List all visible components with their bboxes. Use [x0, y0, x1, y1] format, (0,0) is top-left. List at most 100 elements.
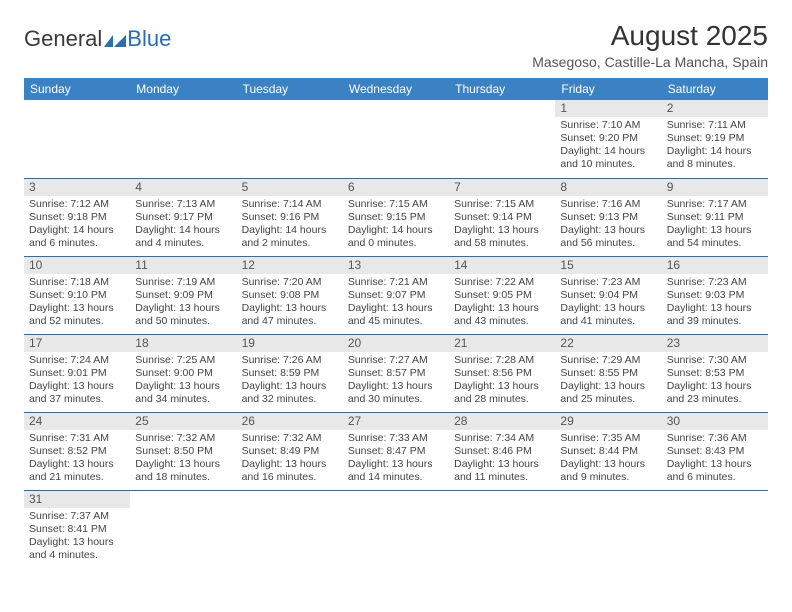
day-details: Sunrise: 7:34 AMSunset: 8:46 PMDaylight:…	[449, 430, 555, 488]
day-details: Sunrise: 7:11 AMSunset: 9:19 PMDaylight:…	[662, 117, 768, 175]
day-number: 24	[24, 413, 130, 430]
day-number: 18	[130, 335, 236, 352]
calendar-row: 24Sunrise: 7:31 AMSunset: 8:52 PMDayligh…	[24, 412, 768, 490]
day-details: Sunrise: 7:32 AMSunset: 8:50 PMDaylight:…	[130, 430, 236, 488]
calendar-row: 10Sunrise: 7:18 AMSunset: 9:10 PMDayligh…	[24, 256, 768, 334]
calendar-row: 3Sunrise: 7:12 AMSunset: 9:18 PMDaylight…	[24, 178, 768, 256]
header: GeneralBlue August 2025 Masegoso, Castil…	[24, 20, 768, 70]
calendar-cell: 30Sunrise: 7:36 AMSunset: 8:43 PMDayligh…	[662, 412, 768, 490]
day-number: 15	[555, 257, 661, 274]
calendar-cell: 31Sunrise: 7:37 AMSunset: 8:41 PMDayligh…	[24, 490, 130, 568]
day-number: 2	[662, 100, 768, 117]
day-details: Sunrise: 7:15 AMSunset: 9:15 PMDaylight:…	[343, 196, 449, 254]
day-number: 23	[662, 335, 768, 352]
day-details: Sunrise: 7:23 AMSunset: 9:03 PMDaylight:…	[662, 274, 768, 332]
calendar-cell	[237, 100, 343, 178]
calendar-cell: 27Sunrise: 7:33 AMSunset: 8:47 PMDayligh…	[343, 412, 449, 490]
weekday-header-row: SundayMondayTuesdayWednesdayThursdayFrid…	[24, 78, 768, 100]
weekday-header: Saturday	[662, 78, 768, 100]
weekday-header: Sunday	[24, 78, 130, 100]
day-details: Sunrise: 7:23 AMSunset: 9:04 PMDaylight:…	[555, 274, 661, 332]
day-details: Sunrise: 7:14 AMSunset: 9:16 PMDaylight:…	[237, 196, 343, 254]
day-details: Sunrise: 7:30 AMSunset: 8:53 PMDaylight:…	[662, 352, 768, 410]
calendar-cell: 29Sunrise: 7:35 AMSunset: 8:44 PMDayligh…	[555, 412, 661, 490]
day-number: 3	[24, 179, 130, 196]
day-details: Sunrise: 7:20 AMSunset: 9:08 PMDaylight:…	[237, 274, 343, 332]
day-details: Sunrise: 7:24 AMSunset: 9:01 PMDaylight:…	[24, 352, 130, 410]
day-number: 31	[24, 491, 130, 508]
calendar-cell: 9Sunrise: 7:17 AMSunset: 9:11 PMDaylight…	[662, 178, 768, 256]
calendar-cell: 28Sunrise: 7:34 AMSunset: 8:46 PMDayligh…	[449, 412, 555, 490]
calendar-cell: 26Sunrise: 7:32 AMSunset: 8:49 PMDayligh…	[237, 412, 343, 490]
calendar-row: 17Sunrise: 7:24 AMSunset: 9:01 PMDayligh…	[24, 334, 768, 412]
day-details: Sunrise: 7:28 AMSunset: 8:56 PMDaylight:…	[449, 352, 555, 410]
day-details: Sunrise: 7:35 AMSunset: 8:44 PMDaylight:…	[555, 430, 661, 488]
day-details: Sunrise: 7:17 AMSunset: 9:11 PMDaylight:…	[662, 196, 768, 254]
weekday-header: Tuesday	[237, 78, 343, 100]
calendar-cell: 24Sunrise: 7:31 AMSunset: 8:52 PMDayligh…	[24, 412, 130, 490]
calendar-cell: 16Sunrise: 7:23 AMSunset: 9:03 PMDayligh…	[662, 256, 768, 334]
day-details: Sunrise: 7:31 AMSunset: 8:52 PMDaylight:…	[24, 430, 130, 488]
day-number: 21	[449, 335, 555, 352]
logo-text-2: Blue	[127, 26, 171, 52]
day-number: 13	[343, 257, 449, 274]
calendar-cell	[449, 490, 555, 568]
calendar-cell: 23Sunrise: 7:30 AMSunset: 8:53 PMDayligh…	[662, 334, 768, 412]
day-details: Sunrise: 7:18 AMSunset: 9:10 PMDaylight:…	[24, 274, 130, 332]
calendar-cell: 2Sunrise: 7:11 AMSunset: 9:19 PMDaylight…	[662, 100, 768, 178]
day-number: 16	[662, 257, 768, 274]
page-title: August 2025	[532, 20, 768, 52]
day-details: Sunrise: 7:16 AMSunset: 9:13 PMDaylight:…	[555, 196, 661, 254]
weekday-header: Friday	[555, 78, 661, 100]
day-number: 20	[343, 335, 449, 352]
calendar-cell: 7Sunrise: 7:15 AMSunset: 9:14 PMDaylight…	[449, 178, 555, 256]
day-number: 7	[449, 179, 555, 196]
day-details: Sunrise: 7:21 AMSunset: 9:07 PMDaylight:…	[343, 274, 449, 332]
day-number: 8	[555, 179, 661, 196]
day-details: Sunrise: 7:27 AMSunset: 8:57 PMDaylight:…	[343, 352, 449, 410]
day-number: 10	[24, 257, 130, 274]
calendar-cell: 10Sunrise: 7:18 AMSunset: 9:10 PMDayligh…	[24, 256, 130, 334]
calendar-cell	[662, 490, 768, 568]
calendar-cell: 11Sunrise: 7:19 AMSunset: 9:09 PMDayligh…	[130, 256, 236, 334]
calendar-cell: 3Sunrise: 7:12 AMSunset: 9:18 PMDaylight…	[24, 178, 130, 256]
weekday-header: Thursday	[449, 78, 555, 100]
calendar-cell: 18Sunrise: 7:25 AMSunset: 9:00 PMDayligh…	[130, 334, 236, 412]
calendar-cell: 21Sunrise: 7:28 AMSunset: 8:56 PMDayligh…	[449, 334, 555, 412]
calendar-cell: 4Sunrise: 7:13 AMSunset: 9:17 PMDaylight…	[130, 178, 236, 256]
calendar-cell: 5Sunrise: 7:14 AMSunset: 9:16 PMDaylight…	[237, 178, 343, 256]
day-details: Sunrise: 7:25 AMSunset: 9:00 PMDaylight:…	[130, 352, 236, 410]
day-number: 30	[662, 413, 768, 430]
calendar-cell	[130, 490, 236, 568]
calendar-cell	[130, 100, 236, 178]
calendar-body: 1Sunrise: 7:10 AMSunset: 9:20 PMDaylight…	[24, 100, 768, 568]
day-details: Sunrise: 7:26 AMSunset: 8:59 PMDaylight:…	[237, 352, 343, 410]
weekday-header: Wednesday	[343, 78, 449, 100]
day-number: 25	[130, 413, 236, 430]
calendar-row: 1Sunrise: 7:10 AMSunset: 9:20 PMDaylight…	[24, 100, 768, 178]
weekday-header: Monday	[130, 78, 236, 100]
calendar-cell: 17Sunrise: 7:24 AMSunset: 9:01 PMDayligh…	[24, 334, 130, 412]
day-number: 26	[237, 413, 343, 430]
day-number: 11	[130, 257, 236, 274]
day-details: Sunrise: 7:22 AMSunset: 9:05 PMDaylight:…	[449, 274, 555, 332]
calendar-cell: 6Sunrise: 7:15 AMSunset: 9:15 PMDaylight…	[343, 178, 449, 256]
day-details: Sunrise: 7:29 AMSunset: 8:55 PMDaylight:…	[555, 352, 661, 410]
day-number: 9	[662, 179, 768, 196]
calendar-cell	[24, 100, 130, 178]
day-number: 17	[24, 335, 130, 352]
day-details: Sunrise: 7:32 AMSunset: 8:49 PMDaylight:…	[237, 430, 343, 488]
calendar-row: 31Sunrise: 7:37 AMSunset: 8:41 PMDayligh…	[24, 490, 768, 568]
calendar-cell: 12Sunrise: 7:20 AMSunset: 9:08 PMDayligh…	[237, 256, 343, 334]
day-number: 27	[343, 413, 449, 430]
day-details: Sunrise: 7:36 AMSunset: 8:43 PMDaylight:…	[662, 430, 768, 488]
day-details: Sunrise: 7:37 AMSunset: 8:41 PMDaylight:…	[24, 508, 130, 566]
calendar-cell: 19Sunrise: 7:26 AMSunset: 8:59 PMDayligh…	[237, 334, 343, 412]
calendar-cell	[449, 100, 555, 178]
calendar-cell: 15Sunrise: 7:23 AMSunset: 9:04 PMDayligh…	[555, 256, 661, 334]
day-number: 6	[343, 179, 449, 196]
day-number: 12	[237, 257, 343, 274]
day-number: 29	[555, 413, 661, 430]
day-number: 22	[555, 335, 661, 352]
calendar-cell	[343, 490, 449, 568]
